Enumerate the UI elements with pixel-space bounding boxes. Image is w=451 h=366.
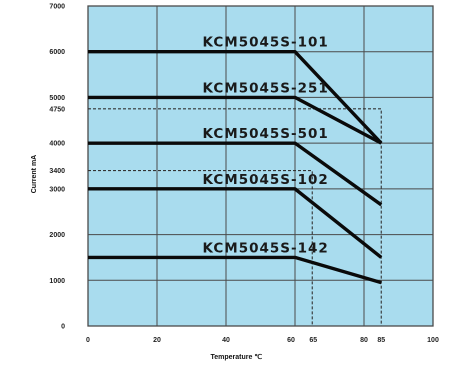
y-tick-label: 2000 — [49, 232, 65, 239]
series-label: KCM5045S-142 — [203, 240, 329, 256]
reference-lines — [88, 108, 382, 326]
x-tick-label: 60 — [287, 337, 295, 344]
x-tick-label: 65 — [309, 337, 317, 344]
x-tick-label: 0 — [86, 337, 90, 344]
x-axis-title: Temperature ℃ — [210, 353, 262, 361]
reference-line — [88, 170, 313, 326]
series-line — [88, 141, 383, 207]
x-tick-label: 80 — [360, 337, 368, 344]
y-tick-label: 0 — [61, 324, 65, 331]
y-tick-label: 5000 — [49, 95, 65, 102]
series-line — [88, 50, 383, 145]
series-lines — [88, 50, 383, 285]
y-tick-label: 3400 — [49, 168, 65, 175]
y-tick-label: 7000 — [49, 4, 65, 11]
series-label: KCM5045S-102 — [203, 172, 329, 188]
y-tick-label: 6000 — [49, 49, 65, 56]
series-line — [88, 187, 383, 259]
y-tick-label: 4750 — [49, 106, 65, 113]
reference-line — [88, 108, 382, 326]
y-tick-label: 3000 — [49, 186, 65, 193]
series-label: KCM5045S-251 — [203, 80, 329, 96]
x-tick-label: 85 — [377, 337, 385, 344]
x-tick-label: 100 — [427, 337, 439, 344]
series-label: KCM5045S-101 — [203, 35, 329, 51]
y-axis-title: Current mA — [31, 155, 38, 194]
series-line — [88, 95, 383, 145]
plot-area — [87, 5, 434, 327]
tick-labels: 0 1000 2000 3000 3400 4000 4750 5000 6000 7000 0 20… — [49, 4, 439, 345]
x-tick-label: 40 — [222, 337, 230, 344]
series-labels: KCM5045S-101 KCM5045S-251 KCM5045S-501 KCM5… — [203, 35, 329, 257]
y-tick-label: 1000 — [49, 278, 65, 285]
series-label: KCM5045S-501 — [203, 126, 329, 142]
series-line — [88, 255, 382, 285]
y-tick-label: 4000 — [49, 141, 65, 148]
x-tick-label: 20 — [153, 337, 161, 344]
